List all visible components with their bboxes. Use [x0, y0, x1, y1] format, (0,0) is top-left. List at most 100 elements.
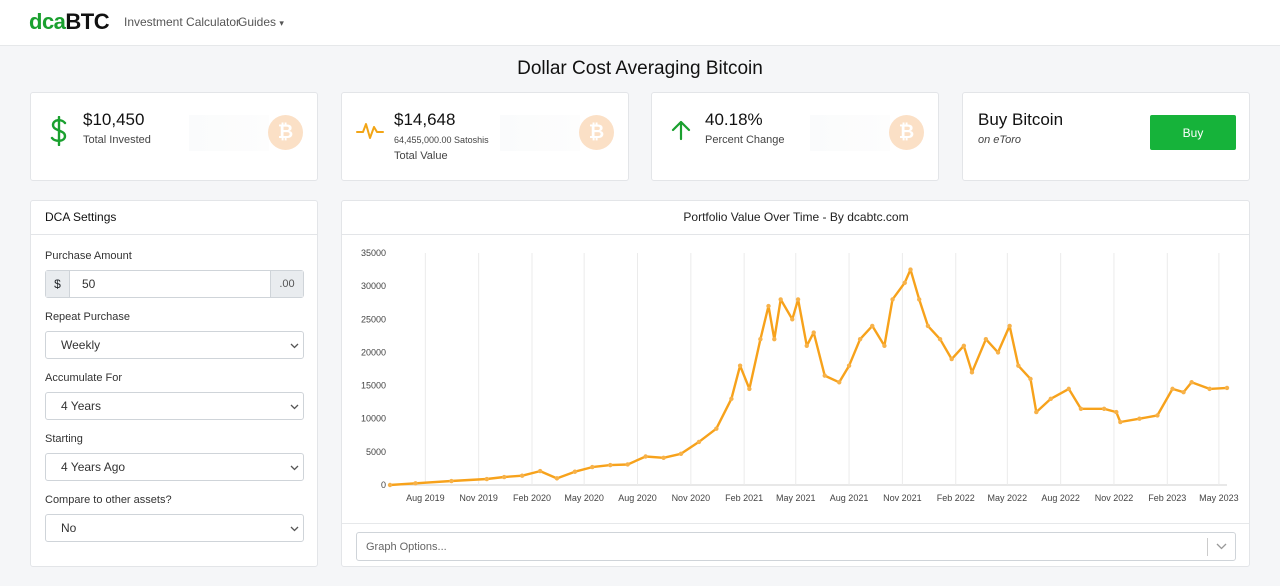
logo-btc: BTC — [65, 9, 110, 34]
percent-change-label: Percent Change — [705, 134, 785, 146]
data-point — [778, 297, 783, 302]
starting-label: Starting — [45, 433, 83, 445]
x-tick-label: May 2023 — [1199, 493, 1239, 503]
accumulate-for-select[interactable]: 4 Years — [45, 392, 304, 420]
bitcoin-icon: ₿ — [889, 115, 924, 150]
buy-bitcoin-sub: on eToro — [978, 134, 1022, 146]
data-point — [519, 473, 525, 478]
y-tick-label: 25000 — [361, 314, 386, 324]
data-point — [1034, 409, 1039, 415]
portfolio-value-line — [389, 268, 1228, 487]
data-point — [766, 303, 771, 309]
data-point — [925, 323, 931, 329]
total-invested-value: $10,450 — [83, 110, 145, 129]
data-point — [729, 396, 734, 402]
percent-change-value: 40.18% — [705, 110, 763, 129]
chevron-down-icon — [290, 526, 299, 532]
chevron-down-icon — [290, 404, 299, 410]
data-point — [846, 363, 852, 368]
data-point — [413, 481, 418, 486]
x-tick-label: Nov 2020 — [672, 493, 711, 503]
x-tick-label: Aug 2020 — [618, 493, 657, 503]
data-point — [949, 356, 954, 362]
buy-button[interactable]: Buy — [1150, 115, 1236, 150]
buy-bitcoin-card: Buy Bitcoin on eToro Buy — [962, 92, 1250, 181]
data-point — [804, 343, 809, 348]
data-point — [857, 336, 863, 342]
data-point — [696, 439, 702, 445]
graph-options-select[interactable]: Graph Options... — [356, 532, 1236, 561]
data-point — [995, 350, 1001, 355]
chevron-down-icon — [290, 343, 299, 349]
portfolio-chart[interactable]: 0 5000 10000 15000 20000 25000 30000 35000 Aug … — [342, 236, 1249, 524]
x-tick-label: Aug 2021 — [830, 493, 869, 503]
graph-options-placeholder: Graph Options... — [366, 541, 447, 553]
y-tick-label: 30000 — [361, 281, 386, 291]
satoshis-value: 64,455,000.00 Satoshis — [394, 135, 489, 145]
chart-divider — [342, 523, 1249, 524]
data-point — [983, 336, 989, 342]
data-point — [811, 330, 816, 335]
compare-value: No — [61, 521, 77, 535]
compare-select[interactable]: No — [45, 514, 304, 542]
logo-dca: dca — [29, 9, 66, 34]
x-tick-label: Feb 2021 — [725, 493, 763, 503]
data-point — [917, 297, 922, 302]
repeat-purchase-value: Weekly — [61, 338, 101, 352]
buy-bitcoin-title: Buy Bitcoin — [978, 110, 1064, 129]
x-tick-label: May 2021 — [776, 493, 816, 503]
bitcoin-icon: ₿ — [579, 115, 614, 150]
data-point — [1137, 416, 1142, 421]
chart-panel: Portfolio Value Over Time - By dcabtc.co… — [341, 200, 1250, 567]
y-tick-label: 10000 — [361, 414, 386, 424]
purchase-amount-label: Purchase Amount — [45, 250, 132, 262]
data-point — [625, 462, 630, 467]
data-point — [1118, 419, 1123, 425]
data-point — [969, 370, 975, 375]
x-tick-label: Feb 2020 — [513, 493, 551, 503]
data-point — [1224, 385, 1230, 391]
starting-select[interactable]: 4 Years Ago — [45, 453, 304, 481]
x-tick-label: Nov 2022 — [1095, 493, 1134, 503]
data-point — [937, 336, 943, 342]
nav-guides-label: Guides — [238, 15, 277, 29]
x-tick-label: May 2022 — [988, 493, 1028, 503]
percent-change-card: 40.18% Percent Change ₿ — [651, 92, 939, 181]
nav-guides[interactable]: Guides ▾ — [238, 15, 284, 29]
page-title: Dollar Cost Averaging Bitcoin — [517, 58, 763, 79]
x-tick-label: Aug 2019 — [406, 493, 445, 503]
data-point — [1207, 386, 1212, 392]
data-point — [678, 451, 684, 457]
data-point — [1101, 406, 1107, 411]
accumulate-for-label: Accumulate For — [45, 372, 123, 384]
data-point — [747, 386, 752, 392]
data-point — [902, 280, 907, 286]
purchase-amount-input[interactable]: $ 50 .00 — [45, 270, 304, 298]
data-point — [449, 478, 454, 484]
logo[interactable]: dcaBTC — [29, 9, 110, 35]
chevron-down-icon: ▾ — [279, 18, 284, 28]
data-point — [484, 476, 489, 482]
data-point — [795, 297, 801, 302]
data-point — [590, 464, 595, 470]
nav-investment-calculator[interactable]: Investment Calculator — [124, 15, 241, 29]
dca-settings-panel: DCA Settings Purchase Amount $ 50 .00 Re… — [30, 200, 318, 567]
currency-prefix: $ — [46, 271, 70, 297]
data-point — [890, 297, 895, 302]
data-point — [572, 469, 578, 474]
data-point — [1078, 406, 1084, 411]
repeat-purchase-label: Repeat Purchase — [45, 311, 130, 323]
total-invested-card: $10,450 Total Invested ₿ — [30, 92, 318, 181]
data-point — [1114, 409, 1119, 415]
dollar-icon — [50, 116, 67, 146]
data-point — [1181, 390, 1186, 395]
x-tick-label: Feb 2023 — [1148, 493, 1186, 503]
y-tick-label: 35000 — [361, 248, 386, 258]
x-tick-label: May 2020 — [564, 493, 604, 503]
repeat-purchase-select[interactable]: Weekly — [45, 331, 304, 359]
data-point — [822, 373, 827, 378]
data-point — [387, 482, 393, 488]
accumulate-for-value: 4 Years — [61, 399, 102, 413]
purchase-amount-value[interactable]: 50 — [82, 277, 96, 291]
bitcoin-icon: ₿ — [268, 115, 303, 150]
